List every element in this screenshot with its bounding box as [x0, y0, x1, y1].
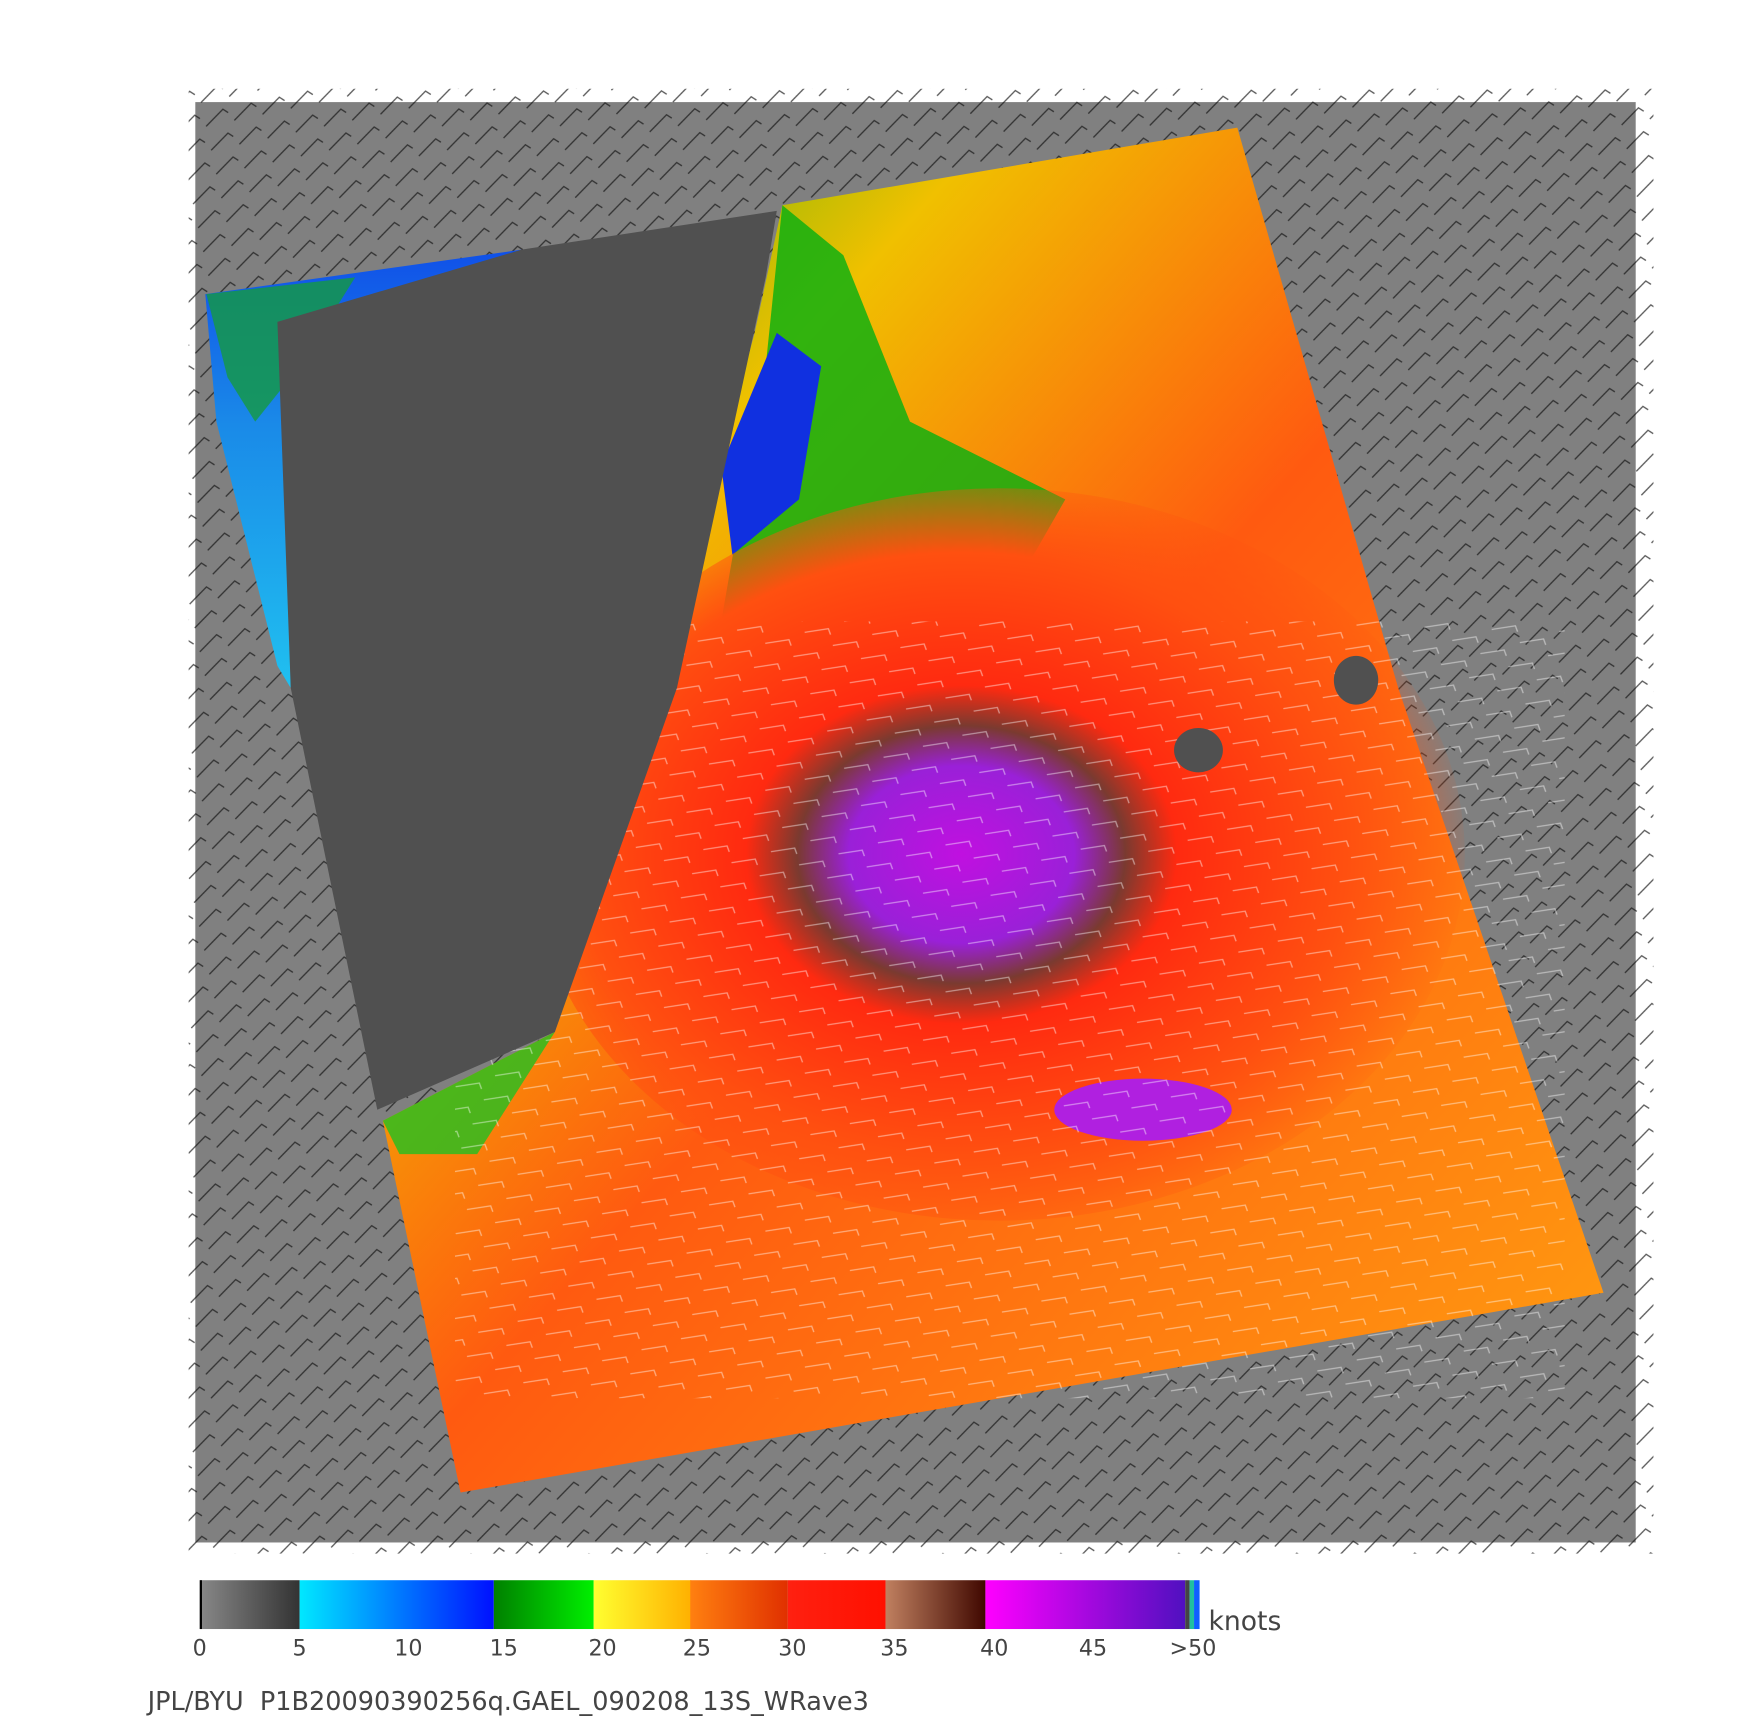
left-swath: [205, 249, 522, 689]
colorbar-segment: [985, 1580, 1186, 1630]
colorbar-segment: [593, 1580, 692, 1630]
colorbar-tick: 35: [880, 1636, 908, 1662]
colorbar-segment: [199, 1580, 300, 1630]
madagascar: [277, 210, 777, 1110]
colorbar-segment: [1189, 1580, 1195, 1630]
colorbar-segment: [690, 1580, 788, 1630]
colorbar-tick: 10: [394, 1636, 422, 1662]
colorbar-segment: [787, 1580, 886, 1630]
colorbar-tick: 15: [490, 1636, 518, 1662]
caption: JPL/BYU P1B20090390256q.GAEL_090208_13S_…: [146, 1687, 869, 1717]
colorbar-unit: knots: [1208, 1606, 1281, 1637]
colorbar-segment: [493, 1580, 594, 1630]
colorbar-tick: 5: [293, 1636, 307, 1662]
colorbar-segment: [1185, 1580, 1190, 1630]
colorbar-tick: 30: [778, 1636, 806, 1662]
colorbar: 0 5 10 15 20 25 30 35 40 45 >50 knots: [193, 1580, 1281, 1662]
colorbar-tick: 25: [683, 1636, 711, 1662]
colorbar-segment: [299, 1580, 494, 1630]
colorbar-segment: [885, 1580, 986, 1630]
island-mauritius: [1333, 655, 1379, 705]
colorbar-tick: >50: [1170, 1636, 1217, 1662]
colorbar-segment: [199, 1580, 202, 1630]
colorbar-tick: 0: [193, 1636, 207, 1662]
colorbar-tick: 40: [980, 1636, 1008, 1662]
blue-region: [721, 332, 822, 555]
colorbar-tick: 45: [1079, 1636, 1107, 1662]
colorbar-segment: [1194, 1580, 1200, 1630]
island-reunion: [1174, 727, 1223, 773]
figure-content: 0 5 10 15 20 25 30 35 40 45 >50 knots JP…: [146, 88, 1654, 1717]
colorbar-tick: 20: [588, 1636, 616, 1662]
